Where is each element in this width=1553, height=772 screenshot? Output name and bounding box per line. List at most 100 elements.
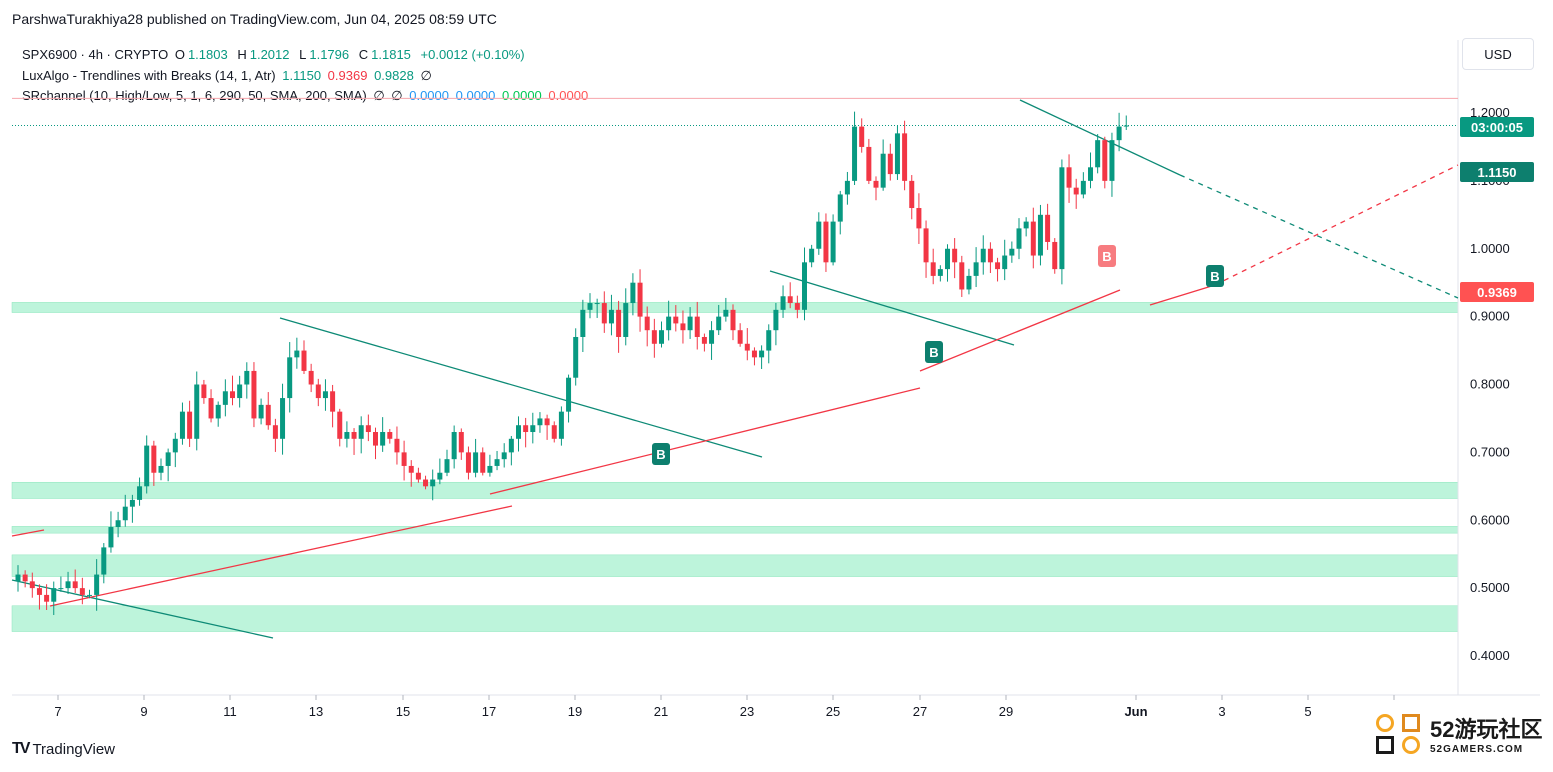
candle: [1016, 218, 1022, 260]
candle: [730, 304, 736, 341]
candle-body: [787, 296, 793, 304]
candle: [902, 120, 908, 191]
candle-body: [473, 452, 479, 473]
time-tick: 9: [140, 704, 147, 719]
candle-body: [594, 303, 600, 305]
luxalgo-value-4: ∅: [420, 67, 432, 83]
candle-body: [287, 357, 293, 399]
published-header: ParshwaTurakhiya28 published on TradingV…: [12, 11, 497, 27]
legend-luxalgo-row[interactable]: LuxAlgo - Trendlines with Breaks (14, 1,…: [22, 66, 591, 87]
candle-body: [87, 594, 92, 596]
candle-body: [322, 391, 328, 399]
candle-body: [644, 316, 650, 331]
candle: [673, 305, 679, 332]
candle: [601, 291, 607, 333]
candle: [780, 285, 786, 318]
candle: [594, 298, 600, 318]
time-tick: 7: [54, 704, 61, 719]
candle: [716, 304, 722, 336]
candle: [15, 565, 21, 592]
trendline-6: [49, 505, 513, 607]
candle-body: [1002, 255, 1008, 270]
sr-zones: [11, 302, 1459, 632]
candle: [573, 328, 579, 386]
candle: [794, 295, 800, 319]
legend-srchannel-row[interactable]: SRchannel (10, High/Low, 5, 1, 6, 290, 5…: [22, 86, 591, 107]
candle-body: [394, 438, 400, 453]
candle: [516, 416, 521, 452]
candle: [365, 414, 371, 442]
candle-body: [694, 316, 700, 337]
candle: [94, 559, 100, 611]
price-label-text: 03:00:05: [1471, 120, 1523, 135]
candle-body: [480, 452, 486, 473]
candle-body: [36, 588, 42, 595]
candle-body: [587, 303, 593, 310]
candle: [65, 571, 71, 595]
candle: [787, 282, 793, 309]
candle: [415, 467, 421, 483]
signal-box: [925, 341, 943, 363]
time-tick: 29: [999, 704, 1013, 719]
candle-body: [380, 432, 386, 446]
candle: [844, 171, 850, 205]
candle: [501, 443, 507, 468]
signal-box: [1206, 265, 1224, 287]
buy-signal: B: [925, 341, 943, 363]
candle: [36, 584, 42, 610]
candle-body: [108, 527, 114, 548]
candle-body: [987, 248, 993, 263]
candle: [58, 576, 64, 592]
candle-body: [573, 336, 579, 378]
candle-body: [437, 472, 443, 480]
candle-body: [1045, 214, 1051, 242]
candle: [79, 577, 85, 605]
candle-body: [852, 126, 858, 181]
srchannel-null-1: ∅: [373, 88, 385, 103]
candle: [1002, 239, 1008, 281]
candle: [694, 301, 700, 350]
trendlines: [11, 97, 1459, 639]
candle-body: [837, 194, 843, 222]
signal-label: B: [656, 447, 665, 462]
signals: B B B B: [652, 245, 1224, 465]
candle-body: [530, 425, 536, 433]
open-value: 1.1803: [187, 47, 228, 62]
candle: [766, 324, 772, 364]
candle-body: [44, 594, 50, 602]
candle-body: [873, 180, 879, 188]
candle: [637, 269, 643, 332]
candle-body: [1030, 221, 1036, 256]
candle-body: [794, 303, 800, 310]
candle-body: [358, 425, 364, 439]
candle: [523, 417, 529, 448]
candle-body: [558, 411, 564, 439]
candle: [208, 389, 214, 423]
tradingview-footer[interactable]: TV TradingView: [12, 740, 115, 758]
candle-body: [923, 228, 929, 263]
candle: [1109, 132, 1115, 197]
chart-grid: [12, 40, 1540, 696]
candle-body: [172, 438, 178, 453]
candle-body: [458, 432, 464, 453]
price-label-text: 0.9369: [1477, 285, 1517, 300]
candle-body: [451, 432, 457, 460]
candle: [1023, 217, 1029, 237]
candle-body: [373, 432, 378, 446]
candle: [923, 220, 929, 278]
candle: [1066, 154, 1072, 203]
candle: [666, 300, 672, 341]
candle-body: [673, 316, 679, 324]
candle-body: [623, 303, 629, 337]
candle: [644, 306, 650, 347]
candle: [251, 362, 257, 428]
high-value: 1.2012: [249, 47, 290, 62]
candle-body: [809, 248, 815, 263]
price-label-text: 1.1150: [1477, 165, 1516, 180]
price-tick: 0.5000: [1470, 580, 1510, 595]
currency-button[interactable]: USD: [1462, 38, 1534, 70]
time-tick: Jun: [1124, 704, 1147, 719]
